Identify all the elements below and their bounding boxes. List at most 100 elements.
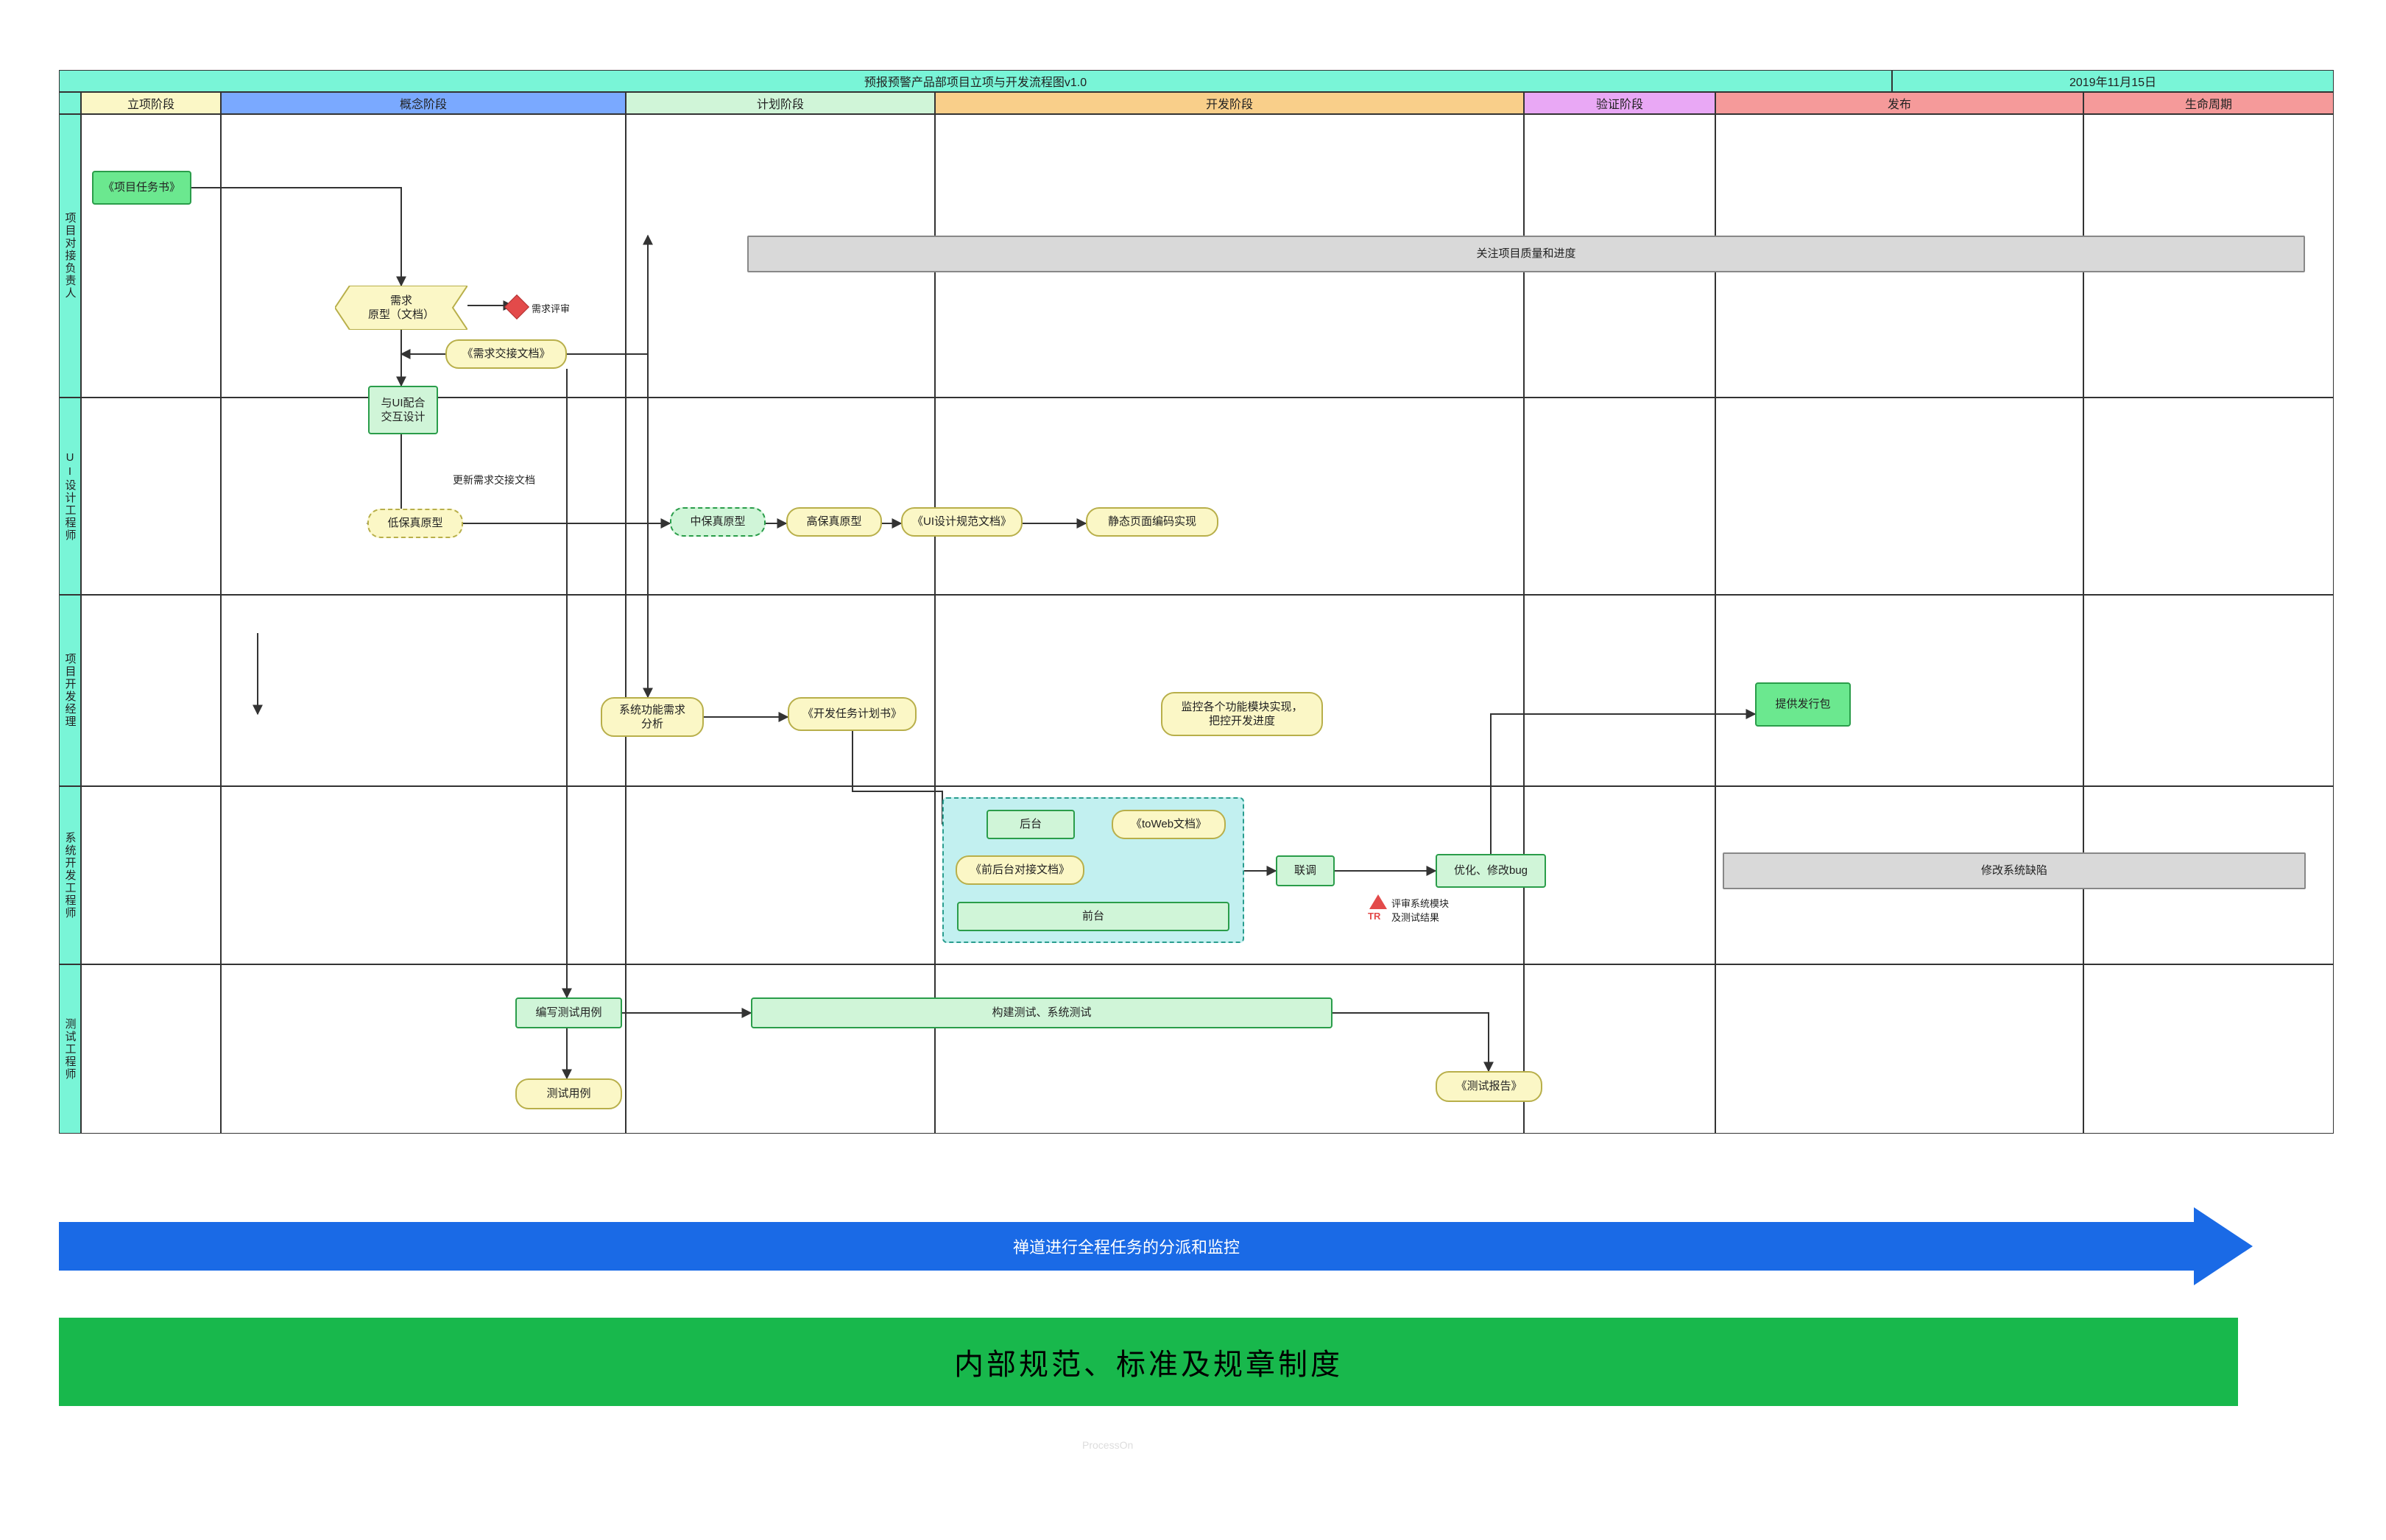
node-label: 修改系统缺陷: [1981, 863, 2047, 878]
grid-cell: [81, 398, 221, 595]
phase-label: 生命周期: [2185, 94, 2232, 112]
phase-label: 发布: [1888, 94, 1911, 112]
grid-cell: [935, 964, 1524, 1134]
node-hifi: 高保真原型: [786, 507, 882, 537]
node-liandiao: 联调: [1276, 855, 1335, 886]
phase-label: 立项阶段: [127, 94, 174, 112]
lane-header-l2: UI设计工程师: [59, 398, 81, 595]
node-label: 《UI设计规范文档》: [912, 515, 1012, 529]
node-deliver_pkg: 提供发行包: [1755, 682, 1851, 727]
phase-header-p6: 发布: [1715, 92, 2083, 114]
node-quality_bar: 关注项目质量和进度: [747, 236, 2305, 272]
node-write_case: 编写测试用例: [515, 997, 622, 1028]
node-sys_req: 系统功能需求 分析: [601, 697, 704, 737]
node-midfi: 中保真原型: [670, 507, 766, 537]
grid-cell: [2083, 398, 2334, 595]
lane-header-l5: 测试工程师: [59, 964, 81, 1134]
phase-label: 验证阶段: [1596, 94, 1643, 112]
tr-code: TR: [1368, 911, 1380, 922]
node-dev_plan: 《开发任务计划书》: [788, 697, 917, 731]
node-opt_bug: 优化、修改bug: [1436, 854, 1546, 888]
phase-header-p4: 开发阶段: [935, 92, 1524, 114]
lane-header-l3: 项目开发经理: [59, 595, 81, 786]
node-label: 《测试报告》: [1455, 1079, 1522, 1094]
diamond-icon: [504, 294, 529, 319]
lane-label: UI设计工程师: [63, 451, 78, 542]
grid-cell: [626, 786, 935, 964]
node-label: 低保真原型: [387, 516, 442, 531]
grid-cell: [81, 786, 221, 964]
grid-cell: [81, 114, 221, 398]
node-label: 中保真原型: [690, 515, 745, 529]
node-toweb: 《toWeb文档》: [1112, 810, 1226, 839]
node-label: 前台: [1082, 909, 1104, 924]
node-label: 测试用例: [546, 1087, 590, 1101]
phase-header-p7: 生命周期: [2083, 92, 2334, 114]
phase-header-p5: 验证阶段: [1524, 92, 1715, 114]
lane-label: 项目对接负责人: [63, 212, 78, 300]
phase-label: 概念阶段: [400, 94, 447, 112]
node-label: 联调: [1294, 863, 1316, 878]
tr-gate-icon: [1369, 894, 1387, 912]
grid-cell: [1524, 786, 1715, 964]
grid-cell: [626, 398, 935, 595]
grid-cell: [1524, 964, 1715, 1134]
lane-label: 项目开发经理: [63, 653, 78, 728]
node-label: 提供发行包: [1775, 697, 1830, 712]
grid-cell: [1715, 964, 2083, 1134]
node-label: 系统功能需求 分析: [619, 703, 685, 732]
grid-cell: [626, 964, 935, 1134]
corner-cell: [59, 92, 81, 114]
node-label: 高保真原型: [806, 515, 861, 529]
grid-cell: [935, 595, 1524, 786]
gate-diamond-icon: [508, 298, 526, 316]
diagram-title: 预报预警产品部项目立项与开发流程图v1.0: [864, 72, 1087, 90]
node-task_doc: 《项目任务书》: [92, 171, 191, 205]
phase-label: 计划阶段: [757, 94, 804, 112]
annotation-label: 更新需求交接文档: [453, 473, 535, 487]
node-label: 优化、修改bug: [1454, 863, 1528, 878]
node-lowfi: 低保真原型: [367, 509, 463, 538]
standards-bar: 内部规范、标准及规章制度: [59, 1318, 2238, 1406]
watermark: ProcessOn: [1082, 1439, 1133, 1451]
triangle-icon: [1369, 894, 1387, 909]
node-label: 构建测试、系统测试: [992, 1006, 1091, 1020]
grid-cell: [2083, 595, 2334, 786]
node-ui_spec: 《UI设计规范文档》: [901, 507, 1023, 537]
node-build_test: 构建测试、系统测试: [751, 997, 1333, 1028]
phase-header-p1: 立项阶段: [81, 92, 221, 114]
lane-header-l1: 项目对接负责人: [59, 114, 81, 398]
node-monitor_dev: 监控各个功能模块实现， 把控开发进度: [1161, 692, 1323, 736]
node-fix_defect_bar: 修改系统缺陷: [1723, 852, 2306, 889]
node-label: 《需求交接文档》: [462, 347, 550, 361]
lane-header-l4: 系统开发工程师: [59, 786, 81, 964]
node-label: 后台: [1020, 817, 1042, 832]
date-bar: 2019年11月15日: [1892, 70, 2334, 92]
node-label: 《项目任务书》: [103, 180, 180, 195]
signal-label: 需求 原型（文档）: [335, 286, 467, 330]
node-ui_collab: 与UI配合 交互设计: [368, 386, 438, 434]
node-label: 关注项目质量和进度: [1476, 247, 1575, 261]
grid-cell: [221, 786, 626, 964]
lane-label: 测试工程师: [63, 1018, 78, 1081]
node-label: 《开发任务计划书》: [802, 707, 902, 721]
node-label: 监控各个功能模块实现， 把控开发进度: [1181, 700, 1302, 729]
diagram-date: 2019年11月15日: [2069, 72, 2156, 90]
grid-cell: [1524, 595, 1715, 786]
grid-cell: [626, 595, 935, 786]
grid-cell: [1715, 398, 2083, 595]
node-test_report: 《测试报告》: [1436, 1071, 1542, 1102]
grid-cell: [81, 595, 221, 786]
title-bar: 预报预警产品部项目立项与开发流程图v1.0: [59, 70, 1892, 92]
flowchart-canvas: 预报预警产品部项目立项与开发流程图v1.0 2019年11月15日立项阶段 概念阶段…: [0, 0, 2386, 1540]
node-frontend: 前台: [957, 902, 1229, 931]
phase-label: 开发阶段: [1206, 94, 1253, 112]
grid-cell: [81, 964, 221, 1134]
node-backend: 后台: [986, 810, 1075, 839]
grid-cell: [1524, 398, 1715, 595]
node-label: 《toWeb文档》: [1131, 817, 1207, 832]
node-label: 与UI配合 交互设计: [381, 396, 425, 425]
node-static_page: 静态页面编码实现: [1086, 507, 1218, 537]
node-label: 《前后台对接文档》: [970, 863, 1070, 877]
node-label: 编写测试用例: [535, 1006, 601, 1020]
